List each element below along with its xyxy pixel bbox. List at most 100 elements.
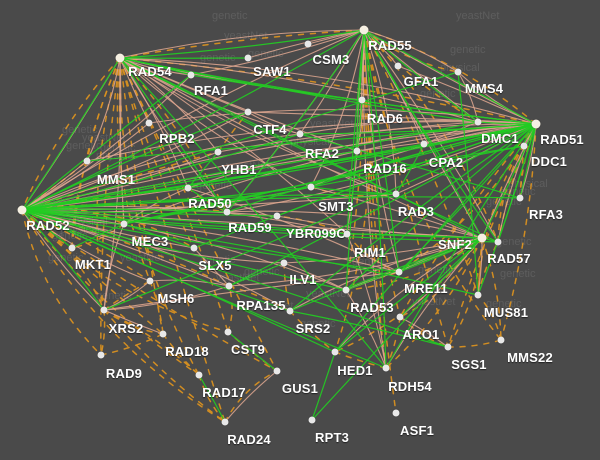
graph-edge bbox=[447, 237, 483, 348]
graph-node-rad17[interactable] bbox=[195, 371, 203, 379]
graph-edge bbox=[299, 29, 365, 135]
graph-edge bbox=[149, 280, 164, 335]
graph-node-asf1[interactable] bbox=[392, 409, 400, 417]
graph-node-rad24[interactable] bbox=[221, 418, 229, 426]
graph-node-ddc1[interactable] bbox=[520, 142, 528, 150]
graph-edge bbox=[119, 57, 164, 335]
graph-node-sgs1[interactable] bbox=[444, 343, 452, 351]
graph-node-snf2[interactable] bbox=[477, 233, 487, 243]
graph-edge bbox=[224, 370, 278, 423]
graph-node-rfa3[interactable] bbox=[516, 194, 524, 202]
graph-edge bbox=[519, 123, 537, 199]
graph-node-rad50[interactable] bbox=[184, 184, 192, 192]
graph-node-rad51[interactable] bbox=[531, 119, 541, 129]
graph-node-rpa135[interactable] bbox=[225, 282, 233, 290]
graph-node-mec3[interactable] bbox=[120, 220, 128, 228]
graph-node-mkt1[interactable] bbox=[68, 244, 76, 252]
graph-edge bbox=[103, 309, 226, 423]
graph-edge bbox=[457, 71, 479, 123]
graph-node-cpa2[interactable] bbox=[420, 140, 428, 148]
graph-edge bbox=[21, 150, 358, 211]
graph-node-rad59[interactable] bbox=[223, 208, 231, 216]
graph-node-rad57[interactable] bbox=[494, 238, 502, 246]
graph-node-mms4[interactable] bbox=[454, 68, 462, 76]
graph-edge bbox=[477, 123, 537, 296]
graph-node-rad54[interactable] bbox=[115, 53, 125, 63]
graph-edge bbox=[289, 310, 449, 348]
graph-edge bbox=[311, 237, 483, 421]
graph-edge bbox=[21, 111, 249, 211]
graph-node-ybr099c[interactable] bbox=[273, 212, 281, 220]
graph-node-srs2[interactable] bbox=[286, 307, 294, 315]
graph-node-rpb2[interactable] bbox=[145, 119, 153, 127]
graph-node-rpt3[interactable] bbox=[308, 416, 316, 424]
graph-edge bbox=[21, 209, 291, 312]
graph-node-yhb1[interactable] bbox=[214, 148, 222, 156]
graph-node-csm3[interactable] bbox=[304, 40, 312, 48]
graph-node-rad6[interactable] bbox=[358, 96, 366, 104]
graph-node-rdh54[interactable] bbox=[382, 364, 390, 372]
graph-edge bbox=[119, 57, 219, 153]
graph-node-gus1[interactable] bbox=[273, 367, 281, 375]
graph-edge bbox=[346, 233, 387, 369]
graph-edge bbox=[385, 316, 401, 369]
graph-node-ilv1[interactable] bbox=[280, 259, 288, 267]
graph-node-smt3[interactable] bbox=[307, 183, 315, 191]
graph-edge bbox=[123, 123, 537, 225]
graph-node-rad16[interactable] bbox=[353, 147, 361, 155]
graph-node-xrs2[interactable] bbox=[100, 306, 108, 314]
graph-edge bbox=[119, 57, 312, 188]
graph-node-hed1[interactable] bbox=[331, 348, 339, 356]
graph-edge bbox=[21, 74, 192, 211]
graph-edge bbox=[119, 57, 228, 213]
graph-node-rad18[interactable] bbox=[159, 330, 167, 338]
graph-node-mre11[interactable] bbox=[395, 268, 403, 276]
graph-node-msh6[interactable] bbox=[146, 277, 154, 285]
graph-edge bbox=[123, 145, 525, 225]
graph-node-rad9[interactable] bbox=[97, 351, 105, 359]
graph-edge bbox=[86, 123, 537, 162]
graph-edge bbox=[283, 262, 347, 291]
graph-node-rfa2[interactable] bbox=[296, 130, 304, 138]
graph-edge bbox=[289, 237, 483, 312]
graph-edge bbox=[345, 29, 365, 291]
graph-edge bbox=[346, 29, 365, 235]
graph-edge bbox=[21, 209, 278, 217]
graph-edge bbox=[481, 237, 502, 341]
graph-edge bbox=[119, 57, 226, 423]
graph-edge bbox=[21, 209, 105, 311]
graph-edge bbox=[399, 237, 483, 318]
graph-node-dmc1[interactable] bbox=[474, 118, 482, 126]
graph-edge bbox=[395, 143, 425, 195]
graph-edge bbox=[345, 123, 537, 291]
graph-edge bbox=[345, 289, 387, 369]
graph-edge bbox=[226, 210, 483, 239]
graph-node-mus81[interactable] bbox=[474, 291, 482, 299]
graph-node-mms1[interactable] bbox=[83, 157, 91, 165]
graph-node-cst9[interactable] bbox=[224, 328, 232, 336]
graph-node-rad52[interactable] bbox=[17, 205, 27, 215]
graph-node-slx5[interactable] bbox=[190, 244, 198, 252]
graph-edge bbox=[226, 29, 365, 213]
graph-edge bbox=[21, 74, 192, 211]
graph-edge bbox=[477, 294, 502, 341]
graph-node-aro1[interactable] bbox=[396, 313, 404, 321]
graph-node-rad53[interactable] bbox=[342, 286, 350, 294]
graph-node-mms22[interactable] bbox=[497, 336, 505, 344]
graph-node-rad55[interactable] bbox=[359, 25, 369, 35]
graph-node-gfa1[interactable] bbox=[394, 62, 402, 70]
graph-node-ctf4[interactable] bbox=[244, 108, 252, 116]
graph-edge bbox=[310, 186, 483, 239]
graph-edge bbox=[21, 196, 521, 211]
graph-node-rfa1[interactable] bbox=[187, 71, 195, 79]
graph-node-saw1[interactable] bbox=[244, 54, 252, 62]
graph-edge bbox=[276, 215, 348, 235]
graph-edge bbox=[481, 123, 537, 239]
graph-edge bbox=[103, 285, 230, 311]
graph-edge bbox=[21, 209, 105, 311]
graph-node-rim1[interactable] bbox=[343, 230, 351, 238]
graph-edge bbox=[100, 309, 106, 356]
graph-node-rad3[interactable] bbox=[392, 190, 400, 198]
